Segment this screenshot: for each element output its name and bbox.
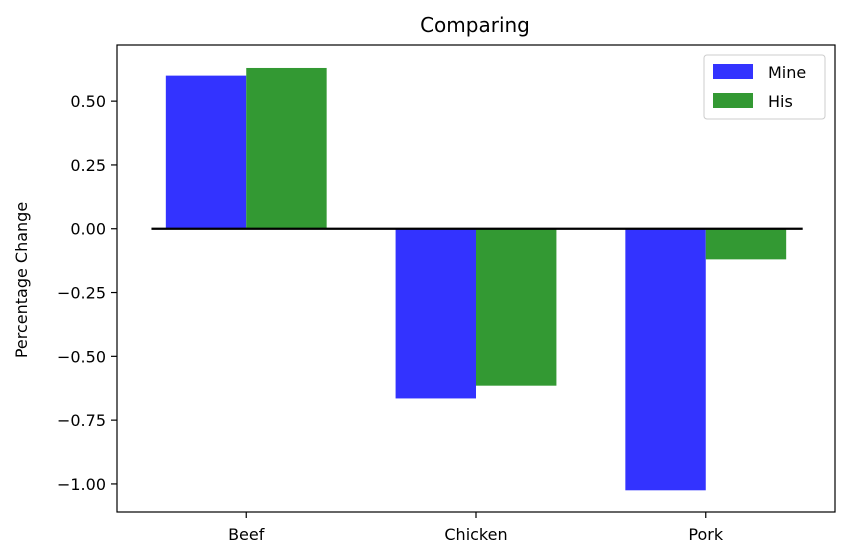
bar-mine-beef bbox=[165, 75, 247, 229]
chart-title: Comparing bbox=[420, 13, 530, 37]
legend-label-mine: Mine bbox=[768, 63, 806, 82]
x-tick-label: Chicken bbox=[444, 525, 507, 544]
legend-label-his: His bbox=[768, 92, 793, 111]
bar-mine-pork bbox=[625, 228, 706, 491]
plot-frame bbox=[116, 44, 836, 513]
x-axis: Beef Chicken Pork bbox=[228, 512, 724, 544]
bar-his-chicken bbox=[476, 228, 557, 386]
plot-area bbox=[151, 67, 803, 491]
legend-swatch-his bbox=[713, 93, 753, 108]
bar-mine-chicken bbox=[395, 228, 476, 399]
x-tick-label: Pork bbox=[688, 525, 723, 544]
x-tick-label: Beef bbox=[228, 525, 265, 544]
legend-swatch-mine bbox=[713, 64, 753, 79]
y-tick-label: 0.00 bbox=[70, 220, 106, 239]
y-tick-label: 0.50 bbox=[70, 92, 106, 111]
y-tick-label: −0.75 bbox=[57, 411, 106, 430]
y-tick-label: −0.25 bbox=[57, 284, 106, 303]
y-tick-label: −1.00 bbox=[57, 475, 106, 494]
y-axis: 0.50 0.25 0.00 −0.25 −0.50 −0.75 −1.00 bbox=[57, 92, 117, 494]
bar-his-beef bbox=[246, 67, 327, 229]
y-axis-label: Percentage Change bbox=[12, 202, 31, 358]
y-tick-label: −0.50 bbox=[57, 347, 106, 366]
legend: Mine His bbox=[703, 54, 826, 120]
bar-his-pork bbox=[705, 228, 787, 260]
y-tick-label: 0.25 bbox=[70, 156, 106, 175]
